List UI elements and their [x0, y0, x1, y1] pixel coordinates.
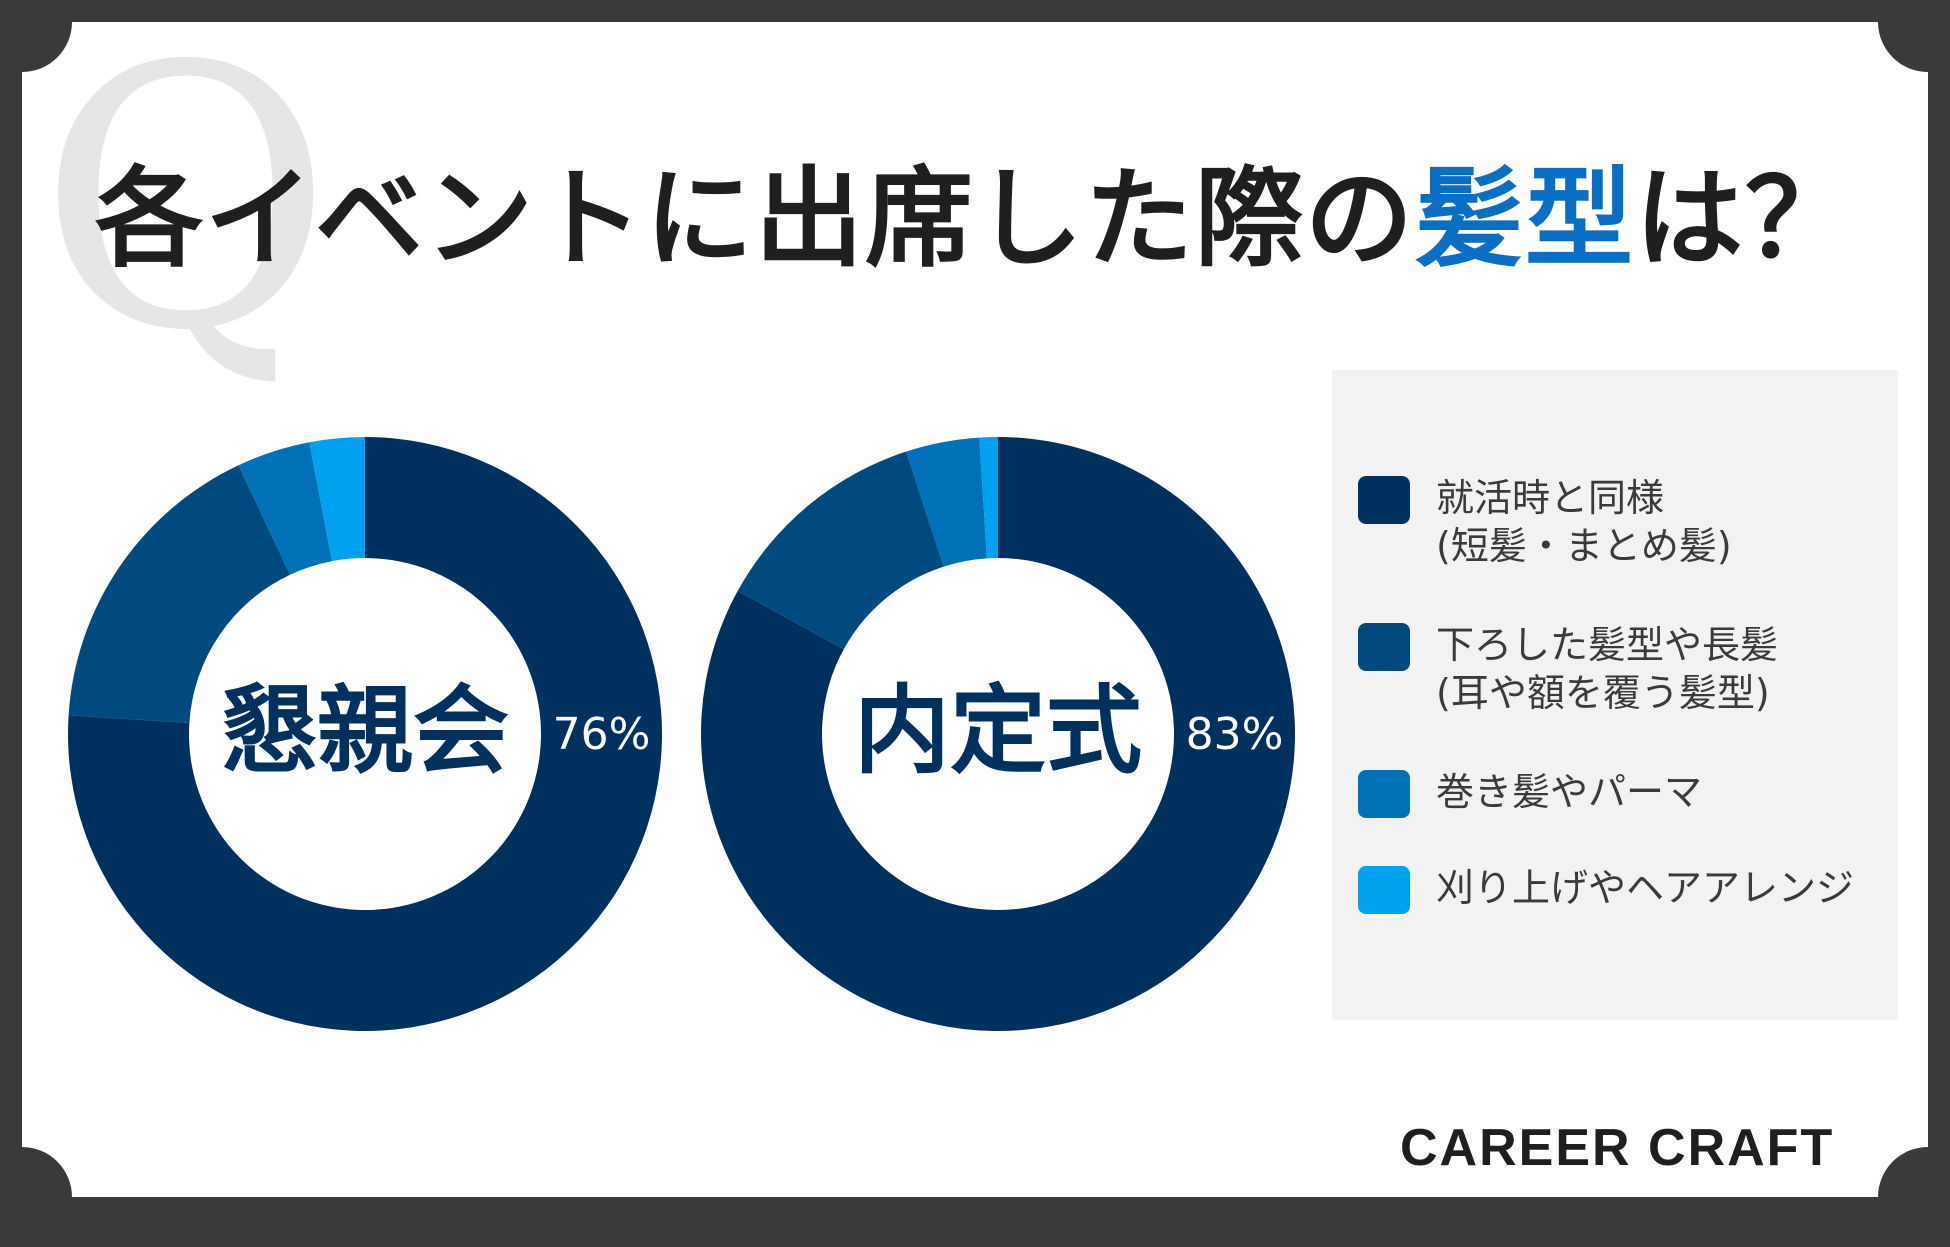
legend-label: 下ろした髪型や長髪 (耳や額を覆う髪型) [1436, 623, 1779, 715]
legend-item-hair-down: 下ろした髪型や長髪 (耳や額を覆う髪型) [1358, 621, 1778, 717]
legend: 就活時と同様 (短髪・まとめ髪) 下ろした髪型や長髪 (耳や額を覆う髪型) 巻き… [1332, 370, 1898, 1020]
legend-item-same-as-job-hunting: 就活時と同様 (短髪・まとめ髪) [1358, 474, 1732, 570]
donut-slice [309, 437, 365, 562]
legend-item-undercut-arrangement: 刈り上げやヘアアレンジ [1358, 864, 1854, 914]
donut-charts: 懇親会 76% 内定式 83% [68, 437, 1296, 1031]
title-accent: 髪型 [1414, 157, 1635, 282]
page-title: 各イベントに出席した際の髪型は？ [0, 132, 1950, 288]
legend-label: 刈り上げやヘアアレンジ [1436, 866, 1855, 910]
data-label: 83% [1186, 709, 1284, 760]
legend-swatch [1358, 623, 1410, 671]
legend-swatch [1358, 770, 1410, 818]
data-label: 76% [553, 709, 651, 760]
legend-swatch [1358, 476, 1410, 524]
donut-slice [68, 437, 662, 1031]
donut-slice [238, 442, 333, 575]
donut-slice [906, 437, 987, 567]
legend-label: 就活時と同様 (短髪・まとめ髪) [1436, 476, 1732, 568]
donut-slice [979, 437, 998, 559]
legend-swatch [1358, 866, 1410, 914]
donut-slice [700, 437, 1296, 1031]
legend-label: 巻き髪やパーマ [1436, 770, 1703, 814]
donut-slice [68, 465, 291, 723]
legend-item-curls-perm: 巻き髪やパーマ [1358, 768, 1702, 818]
donut-center-title: 懇親会 [221, 675, 509, 787]
q-watermark: Q [38, 0, 334, 409]
brand-logo: CAREER CRAFT [1400, 1119, 1835, 1177]
donut-center-title: 内定式 [854, 675, 1142, 787]
title-main: 各イベントに出席した際の [94, 157, 1415, 282]
title-end: は？ [1635, 157, 1856, 282]
donut-slice [737, 451, 944, 650]
